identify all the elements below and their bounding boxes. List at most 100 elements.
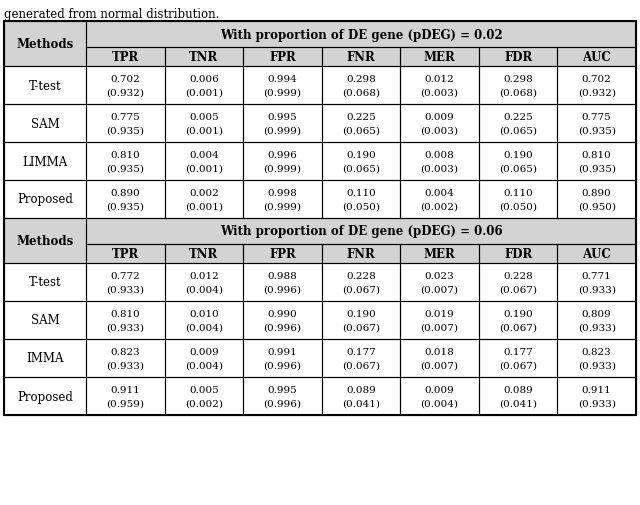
Text: (0.935): (0.935) <box>106 164 144 173</box>
Bar <box>400 48 479 67</box>
Bar <box>322 377 400 415</box>
Bar <box>557 377 636 415</box>
Bar <box>557 339 636 377</box>
Bar <box>557 264 636 301</box>
Text: 0.010: 0.010 <box>189 309 219 318</box>
Text: SAM: SAM <box>31 117 60 130</box>
Text: Methods: Methods <box>17 38 74 51</box>
Text: 0.005: 0.005 <box>189 113 219 121</box>
Bar <box>322 67 400 105</box>
Bar <box>479 264 557 301</box>
Text: 0.911: 0.911 <box>582 385 612 394</box>
Text: (0.999): (0.999) <box>264 202 301 211</box>
Bar <box>4 67 86 105</box>
Text: (0.067): (0.067) <box>499 285 537 294</box>
Text: 0.775: 0.775 <box>582 113 612 121</box>
Text: 0.995: 0.995 <box>268 113 298 121</box>
Bar <box>557 143 636 181</box>
Bar <box>86 244 164 264</box>
Bar <box>322 264 400 301</box>
Text: (0.996): (0.996) <box>264 285 301 294</box>
Text: TNR: TNR <box>189 51 218 64</box>
Bar <box>86 339 164 377</box>
Text: 0.823: 0.823 <box>582 347 612 356</box>
Bar <box>400 301 479 339</box>
Text: (0.007): (0.007) <box>420 361 459 370</box>
Text: 0.225: 0.225 <box>503 113 533 121</box>
Bar <box>479 377 557 415</box>
Bar <box>479 105 557 143</box>
Text: 0.995: 0.995 <box>268 385 298 394</box>
Bar <box>164 301 243 339</box>
Bar <box>86 377 164 415</box>
Bar <box>322 181 400 219</box>
Bar <box>4 219 86 264</box>
Text: 0.298: 0.298 <box>346 75 376 83</box>
Bar <box>322 48 400 67</box>
Text: (0.041): (0.041) <box>342 398 380 408</box>
Text: 0.019: 0.019 <box>425 309 454 318</box>
Text: FPR: FPR <box>269 247 296 261</box>
Bar <box>243 301 322 339</box>
Text: 0.228: 0.228 <box>346 271 376 280</box>
Bar <box>400 264 479 301</box>
Bar <box>243 377 322 415</box>
Text: (0.004): (0.004) <box>185 361 223 370</box>
Text: (0.007): (0.007) <box>420 285 459 294</box>
Bar <box>243 48 322 67</box>
Bar <box>243 301 322 339</box>
Text: (0.067): (0.067) <box>342 361 380 370</box>
Bar <box>164 67 243 105</box>
Bar <box>4 105 86 143</box>
Bar <box>164 264 243 301</box>
Text: 0.890: 0.890 <box>111 188 140 197</box>
Text: 0.177: 0.177 <box>346 347 376 356</box>
Bar <box>164 48 243 67</box>
Bar <box>164 301 243 339</box>
Bar <box>557 48 636 67</box>
Bar <box>164 143 243 181</box>
Bar <box>164 339 243 377</box>
Bar <box>4 301 86 339</box>
Bar <box>243 67 322 105</box>
Bar <box>243 377 322 415</box>
Bar <box>322 301 400 339</box>
Bar <box>86 264 164 301</box>
Text: 0.990: 0.990 <box>268 309 298 318</box>
Text: (0.933): (0.933) <box>578 398 616 408</box>
Bar <box>400 105 479 143</box>
Text: 0.012: 0.012 <box>189 271 219 280</box>
Text: 0.110: 0.110 <box>346 188 376 197</box>
Bar <box>243 143 322 181</box>
Text: IMMA: IMMA <box>26 352 64 365</box>
Bar <box>400 377 479 415</box>
Bar <box>400 244 479 264</box>
Text: 0.911: 0.911 <box>111 385 140 394</box>
Text: (0.999): (0.999) <box>264 164 301 173</box>
Bar <box>4 181 86 219</box>
Bar <box>479 377 557 415</box>
Bar <box>243 48 322 67</box>
Text: (0.065): (0.065) <box>499 164 537 173</box>
Bar <box>4 264 86 301</box>
Text: (0.950): (0.950) <box>578 202 616 211</box>
Text: (0.001): (0.001) <box>185 126 223 135</box>
Bar <box>243 244 322 264</box>
Bar <box>4 143 86 181</box>
Bar <box>4 143 86 181</box>
Bar <box>164 377 243 415</box>
Text: 0.190: 0.190 <box>503 150 533 160</box>
Bar <box>86 219 636 244</box>
Text: (0.996): (0.996) <box>264 398 301 408</box>
Text: 0.225: 0.225 <box>346 113 376 121</box>
Text: 0.089: 0.089 <box>503 385 533 394</box>
Bar <box>4 264 86 301</box>
Bar <box>86 244 164 264</box>
Bar <box>400 143 479 181</box>
Text: 0.008: 0.008 <box>425 150 454 160</box>
Bar <box>479 181 557 219</box>
Bar <box>322 244 400 264</box>
Bar <box>479 244 557 264</box>
Bar <box>86 181 164 219</box>
Bar <box>86 301 164 339</box>
